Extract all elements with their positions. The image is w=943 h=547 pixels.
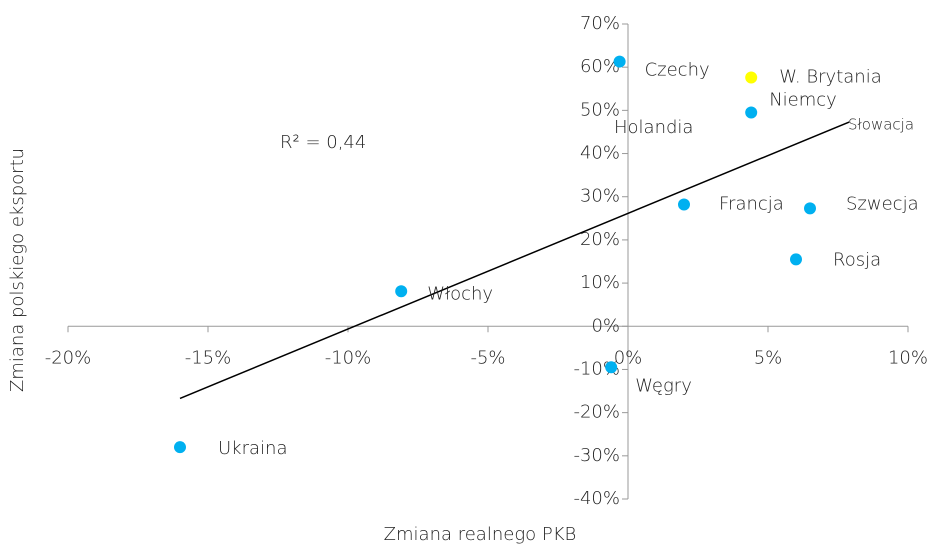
point <box>790 253 802 266</box>
x-axis-title: Zmiana realnego PKB <box>384 524 577 545</box>
annotation: Słowacja <box>848 116 914 134</box>
y-tick-label: 0% <box>591 315 620 336</box>
y-tick-label: 10% <box>580 272 620 293</box>
point <box>613 55 626 68</box>
point <box>745 106 758 119</box>
y-tick-label: 30% <box>580 186 620 207</box>
point <box>804 202 816 215</box>
point-label: Niemcy <box>769 90 837 111</box>
point-label: Rosja <box>833 249 881 270</box>
trendline <box>179 121 850 400</box>
x-tick-label: -15% <box>185 347 232 368</box>
point-label: Szwecja <box>846 193 919 214</box>
point <box>745 71 758 84</box>
x-tick-label: -20% <box>45 347 92 368</box>
y-tick-label: 50% <box>580 99 620 120</box>
point-label: Włochy <box>427 283 493 304</box>
point-label: W. Brytania <box>779 67 882 88</box>
x-tick-label: 0% <box>614 347 643 368</box>
point <box>605 361 618 374</box>
y-tick-label: -30% <box>573 445 620 466</box>
x-tick-label: -10% <box>325 347 372 368</box>
point <box>678 198 690 211</box>
point-label: Ukraina <box>218 438 287 459</box>
point <box>395 285 408 298</box>
y-tick-label: 70% <box>580 13 620 34</box>
point-label: Czechy <box>645 60 710 81</box>
y-tick-label: 60% <box>580 56 620 77</box>
x-tick-label: -5% <box>470 347 505 368</box>
point <box>174 441 186 454</box>
x-tick-label: 5% <box>754 347 783 368</box>
x-tick-label: 10% <box>888 347 928 368</box>
point-label: Węgry <box>635 375 692 396</box>
y-axis-title: Zmiana polskiego eksportu <box>7 148 28 392</box>
point-label: Francja <box>719 194 784 215</box>
r-squared: R² = 0,44 <box>280 132 366 153</box>
annotation: Holandia <box>614 117 693 138</box>
y-tick-label: 20% <box>580 229 620 250</box>
y-tick-label: 40% <box>580 143 620 164</box>
y-tick-label: -20% <box>573 402 620 423</box>
y-tick-label: -40% <box>573 488 620 509</box>
